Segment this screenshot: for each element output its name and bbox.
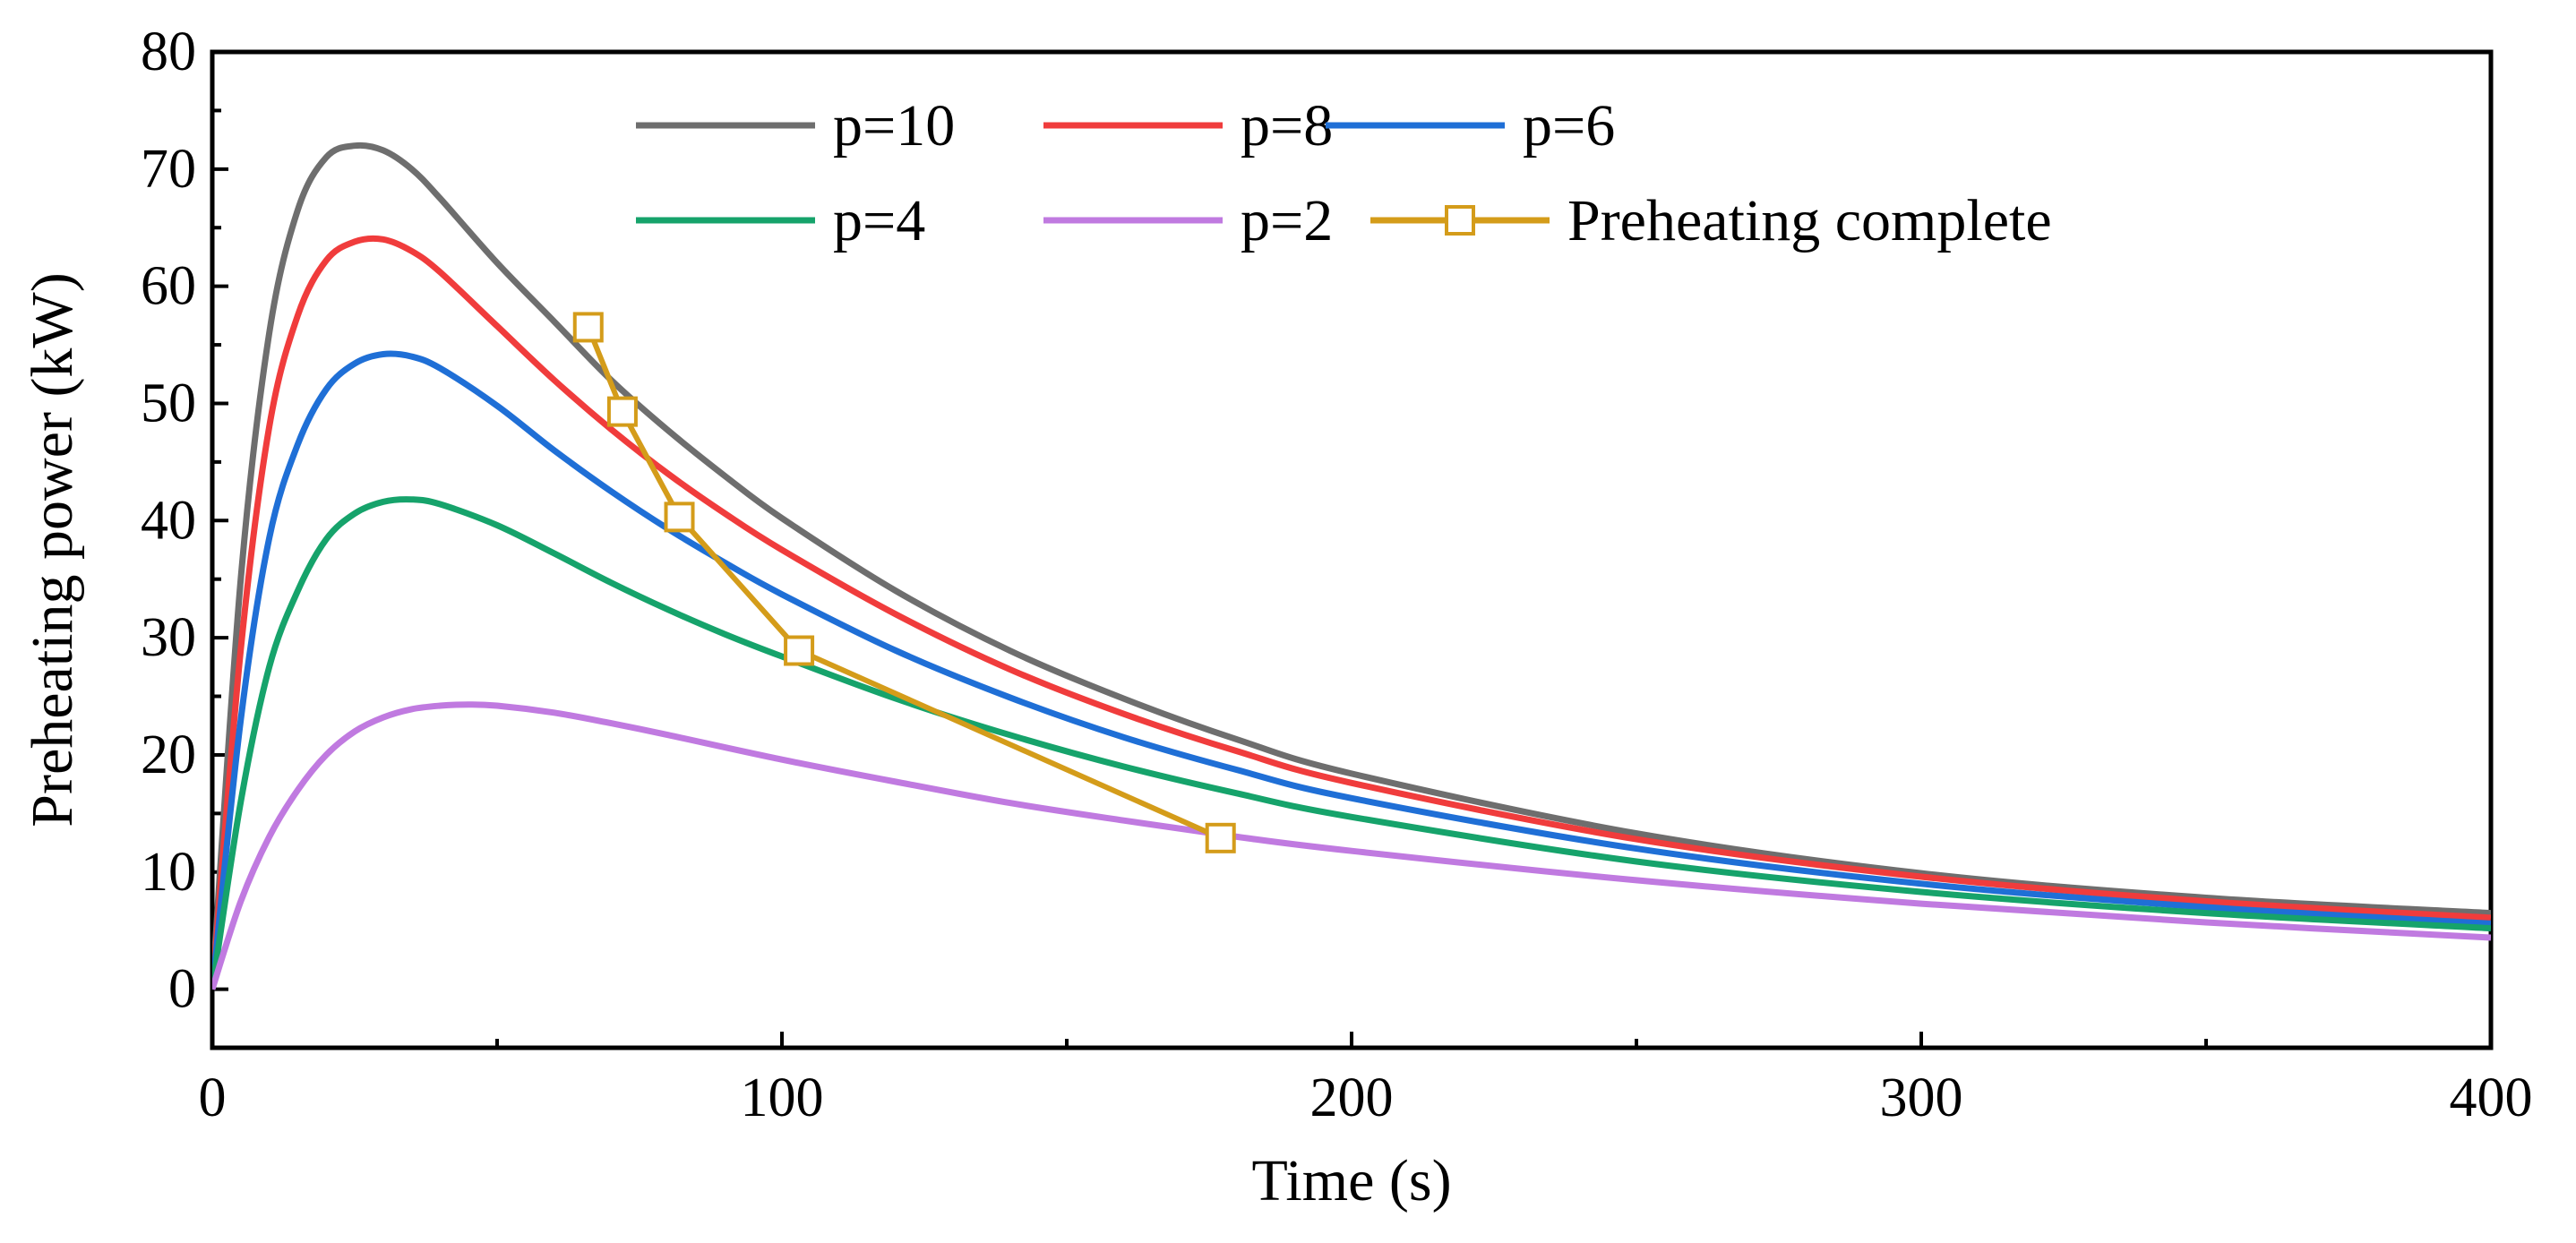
data-point-marker [606, 396, 638, 427]
x-tick-label: 400 [2450, 1067, 2533, 1128]
legend-label-p-8: p=8 [1241, 93, 1333, 159]
data-point-marker [784, 635, 815, 666]
y-tick-label: 70 [141, 139, 196, 200]
series-line-p-4 [212, 496, 2491, 990]
series-line-p-10 [212, 141, 2491, 990]
y-tick-label: 60 [141, 256, 196, 317]
x-tick-label: 200 [1310, 1067, 1394, 1128]
legend-label-p-2: p=2 [1241, 188, 1333, 253]
series-line-p-6 [212, 350, 2491, 990]
legend-label-p-10: p=10 [833, 93, 955, 159]
legend-label-p-4: p=4 [833, 188, 925, 253]
x-axis-ticks: 0 100 200 300 400 [199, 1032, 2533, 1128]
x-tick-label: 300 [1880, 1067, 1963, 1128]
x-axis-title: Time (s) [1251, 1148, 1451, 1213]
y-tick-label: 0 [168, 959, 196, 1020]
y-tick-label: 80 [141, 21, 196, 82]
y-tick-label: 20 [141, 724, 196, 785]
x-tick-label: 100 [741, 1067, 824, 1128]
data-point-marker [664, 501, 695, 533]
data-point-marker [1205, 822, 1236, 853]
series-line-p-2 [212, 701, 2491, 990]
legend: p=10 p=8 p=6 p=4 p=2 Preheating complete [636, 93, 2052, 253]
y-axis-title: Preheating power (kW) [20, 272, 85, 827]
data-point-marker [572, 312, 604, 343]
y-tick-label: 30 [141, 607, 196, 668]
series-line-p-8 [212, 235, 2491, 990]
x-tick-label: 0 [199, 1067, 227, 1128]
y-tick-label: 50 [141, 373, 196, 433]
y-tick-label: 10 [141, 842, 196, 903]
series-lines [212, 141, 2491, 990]
legend-label-p-6: p=6 [1523, 93, 1615, 159]
legend-label-preheating-complete: Preheating complete [1567, 188, 2052, 253]
y-tick-label: 40 [141, 490, 196, 551]
y-axis-ticks: 0 10 20 30 40 50 60 70 80 [141, 21, 228, 1020]
legend-marker-preheating-complete [1445, 205, 1475, 236]
series-markers [572, 312, 1236, 853]
series-line-preheating-complete [586, 326, 1222, 841]
